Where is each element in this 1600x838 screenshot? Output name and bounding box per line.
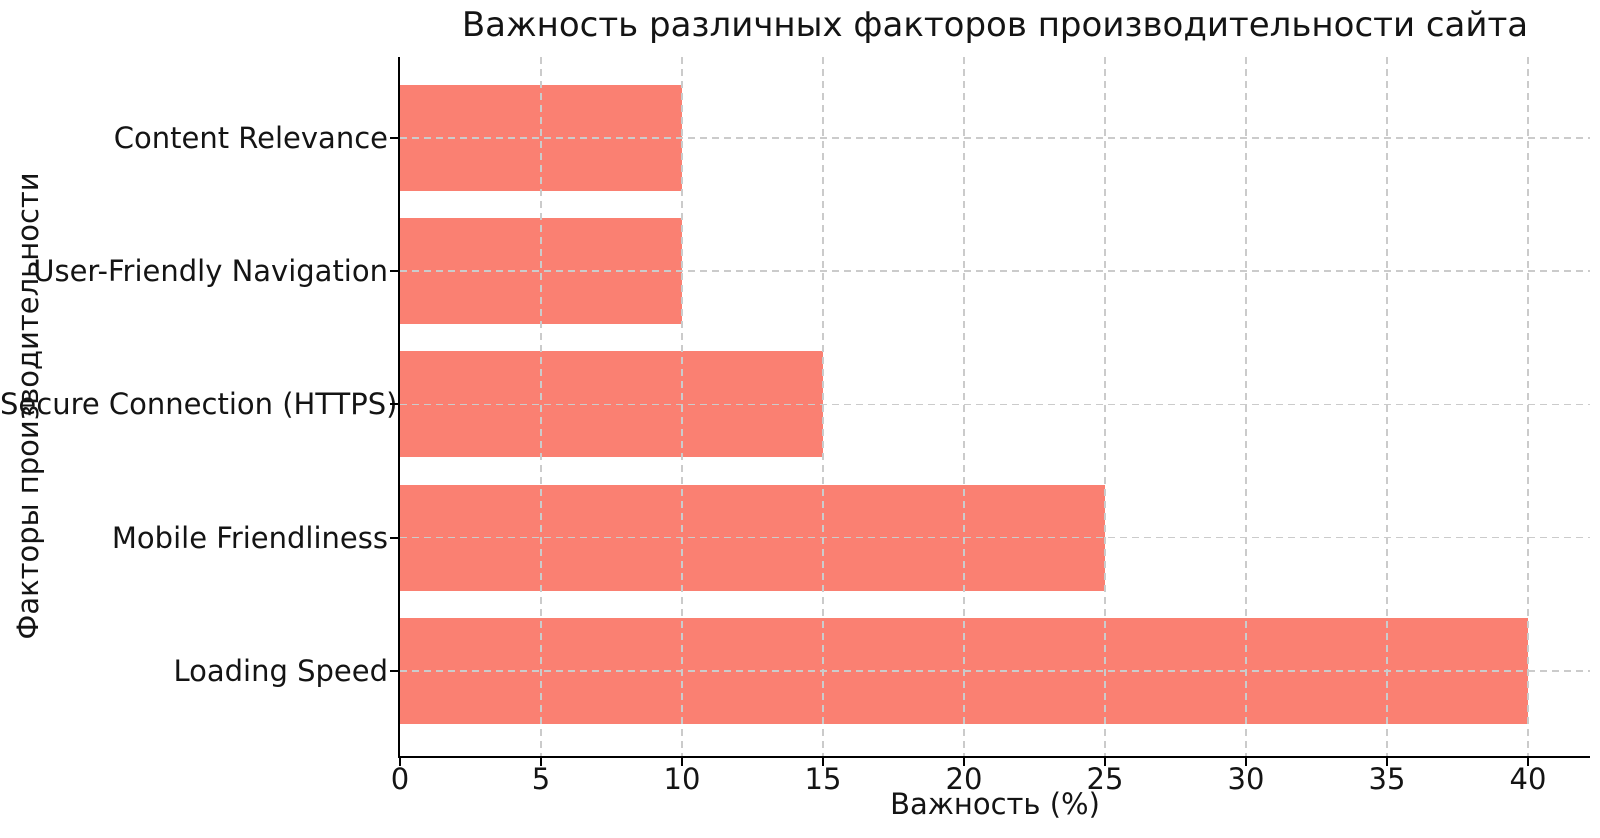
y-category-label: Loading Speed xyxy=(173,653,388,688)
y-category-label: Content Relevance xyxy=(113,121,388,155)
x-tick-label: 20 xyxy=(945,762,983,796)
x-gridline xyxy=(1527,57,1529,756)
x-tick-label: 0 xyxy=(390,762,410,796)
x-gridline xyxy=(1386,57,1388,756)
y-tick-mark xyxy=(390,669,400,672)
x-tick-mark xyxy=(1244,757,1247,766)
x-tick-mark xyxy=(962,757,965,766)
x-tick-label: 30 xyxy=(1227,762,1265,796)
x-tick-mark xyxy=(1103,757,1106,766)
y-gridline xyxy=(400,403,1590,406)
y-gridline xyxy=(400,270,1590,272)
y-category-label: Secure Connection (HTTPS) xyxy=(0,387,398,422)
x-tick-label: 10 xyxy=(663,762,701,796)
y-tick-mark xyxy=(390,403,400,406)
y-axis-spine xyxy=(398,57,400,758)
x-tick-label: 5 xyxy=(531,762,551,796)
chart-title: Важность различных факторов производител… xyxy=(461,5,1529,45)
y-gridline xyxy=(400,670,1590,672)
x-tick-mark xyxy=(1526,757,1529,766)
x-gridline xyxy=(681,57,683,756)
x-gridline xyxy=(1245,57,1247,756)
x-tick-mark xyxy=(680,757,683,766)
x-tick-mark xyxy=(539,757,542,766)
y-category-label: Mobile Friendliness xyxy=(111,520,388,555)
plot-area xyxy=(398,57,1590,758)
y-tick-mark xyxy=(390,536,400,539)
y-tick-mark xyxy=(390,137,400,139)
x-axis-label: Важность (%) xyxy=(890,787,1100,821)
y-tick-mark xyxy=(390,270,400,273)
x-gridline xyxy=(540,57,542,756)
x-gridline xyxy=(822,57,824,756)
x-gridline xyxy=(963,57,965,756)
y-gridline xyxy=(400,536,1590,539)
x-tick-mark xyxy=(399,757,401,766)
x-axis-spine xyxy=(398,756,1590,758)
y-gridline xyxy=(400,137,1590,139)
x-tick-mark xyxy=(1385,757,1388,766)
x-tick-label: 35 xyxy=(1368,762,1406,796)
x-tick-label: 25 xyxy=(1086,762,1124,796)
y-category-label: User-Friendly Navigation xyxy=(33,254,388,289)
x-tick-label: 15 xyxy=(804,762,842,796)
x-gridline xyxy=(1104,57,1106,756)
x-tick-mark xyxy=(821,757,824,766)
x-tick-label: 40 xyxy=(1509,762,1547,796)
